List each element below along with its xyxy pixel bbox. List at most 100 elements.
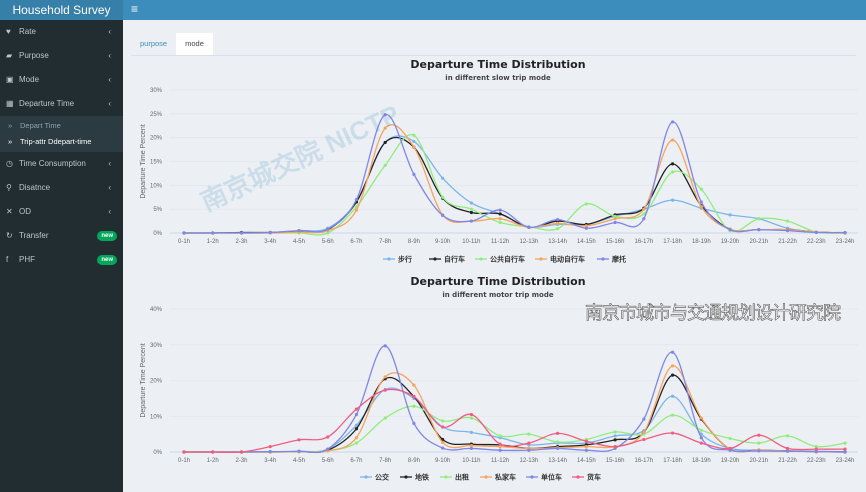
- data-point: [469, 430, 473, 434]
- data-point: [469, 219, 473, 223]
- map-marker-icon: ⚲: [6, 183, 12, 192]
- data-point: [843, 447, 847, 451]
- data-point: [785, 446, 790, 451]
- submenu-item[interactable]: » Depart Time: [0, 118, 123, 134]
- data-point: [843, 230, 847, 235]
- data-point: [556, 431, 560, 436]
- data-point: [383, 344, 387, 348]
- legend-marker-dot: [433, 257, 437, 261]
- data-point: [354, 198, 359, 202]
- x-tick-label: 9-10h: [435, 458, 450, 464]
- sidebar-item-purpose[interactable]: ▰ Purpose ‹: [0, 44, 123, 68]
- x-tick-label: 11-12h: [491, 458, 509, 464]
- legend-marker-dot: [530, 475, 534, 479]
- sidebar-item-rate[interactable]: ♥ Rate ‹: [0, 20, 123, 44]
- legend-item: 电动自行车: [550, 255, 585, 264]
- x-tick-label: 6-7h: [350, 458, 362, 464]
- y-tick-label: 10%: [150, 414, 163, 420]
- sidebar-item-label: Time Consumption: [19, 159, 86, 168]
- x-tick-label: 23-24h: [836, 458, 855, 464]
- data-point: [498, 220, 502, 225]
- data-point: [757, 449, 761, 453]
- data-point: [757, 433, 761, 437]
- data-point: [441, 195, 445, 199]
- x-tick-label: 15-16h: [606, 458, 625, 464]
- chevron-left-icon: ‹: [108, 27, 111, 36]
- data-point: [297, 438, 301, 442]
- legend-item: 自行车: [444, 255, 465, 264]
- data-point: [297, 229, 301, 233]
- data-point: [354, 441, 359, 445]
- chevron-left-icon: ‹: [108, 207, 111, 216]
- data-point: [412, 394, 416, 399]
- data-point: [354, 412, 359, 417]
- menu-toggle-icon[interactable]: ≡: [131, 2, 139, 16]
- sidebar-item-mode[interactable]: ▣ Mode ‹: [0, 68, 123, 92]
- x-tick-label: 8-9h: [408, 239, 420, 245]
- data-point: [584, 439, 588, 443]
- double-chevron-icon: »: [8, 137, 13, 146]
- data-point: [699, 200, 703, 204]
- data-point: [670, 350, 675, 354]
- chart-subtitle: in different motor trip mode: [442, 291, 554, 299]
- data-point: [699, 187, 703, 191]
- sidebar-item-departure-time[interactable]: ▦ Departure Time ‹: [0, 92, 123, 116]
- data-point: [527, 225, 531, 229]
- data-point: [383, 126, 387, 130]
- data-point: [211, 450, 215, 454]
- data-point: [670, 162, 675, 166]
- y-tick-label: 30%: [150, 343, 163, 349]
- chevron-left-icon: ‹: [108, 159, 111, 168]
- tab-divider: [131, 55, 856, 56]
- x-tick-label: 7-8h: [379, 239, 391, 245]
- chevron-left-icon: ‹: [108, 99, 111, 108]
- x-tick-label: 13-14h: [548, 458, 567, 464]
- data-point: [498, 217, 502, 221]
- data-point: [326, 447, 330, 451]
- data-point: [785, 449, 790, 453]
- submenu-item-label: Depart Time: [20, 121, 61, 130]
- new-badge: new: [97, 231, 117, 241]
- data-point: [498, 212, 502, 216]
- x-tick-label: 13-14h: [548, 239, 567, 245]
- data-point: [498, 434, 502, 438]
- data-point: [670, 170, 675, 174]
- app-title[interactable]: Household Survey: [0, 0, 123, 20]
- data-point: [699, 436, 703, 440]
- tab-purpose[interactable]: purpose: [140, 39, 168, 48]
- x-tick-label: 18-19h: [692, 458, 711, 464]
- data-point: [728, 213, 732, 217]
- data-point: [354, 436, 359, 440]
- data-point: [498, 208, 502, 212]
- chart-title: Departure Time Distribution: [410, 275, 585, 288]
- data-point: [498, 442, 502, 446]
- x-tick-label: 10-11h: [462, 458, 480, 464]
- data-point: [527, 448, 531, 452]
- x-tick-label: 14-15h: [577, 239, 596, 245]
- watermark-institute: 南京市城市与交通规划设计研究院: [585, 303, 842, 324]
- data-point: [670, 138, 675, 142]
- data-point: [584, 226, 588, 230]
- data-point: [268, 230, 272, 235]
- x-tick-label: 1-2h: [207, 239, 219, 245]
- data-point: [613, 430, 617, 434]
- y-tick-label: 20%: [150, 136, 163, 142]
- data-point: [642, 430, 646, 434]
- sidebar-item-time-consumption[interactable]: ◷ Time Consumption ‹: [0, 152, 123, 176]
- data-point: [383, 140, 387, 145]
- x-tick-label: 21-22h: [778, 458, 797, 464]
- data-point: [297, 449, 301, 453]
- sidebar-item-phf[interactable]: f PHF new: [0, 248, 123, 272]
- x-tick-label: 22-23h: [807, 458, 826, 464]
- sidebar-item-od[interactable]: ✕ OD ‹: [0, 200, 123, 224]
- refresh-icon: ↻: [6, 231, 13, 240]
- sidebar-item-transfer[interactable]: ↻ Transfer new: [0, 224, 123, 248]
- tab-mode[interactable]: mode: [176, 33, 213, 55]
- sidebar-item-disatnce[interactable]: ⚲ Disatnce ‹: [0, 176, 123, 200]
- data-point: [268, 450, 272, 454]
- data-point: [354, 208, 359, 212]
- clock-icon: ◷: [6, 159, 13, 168]
- data-point: [412, 172, 416, 176]
- submenu-item[interactable]: » Trip-attr Ddepart-time: [0, 134, 123, 150]
